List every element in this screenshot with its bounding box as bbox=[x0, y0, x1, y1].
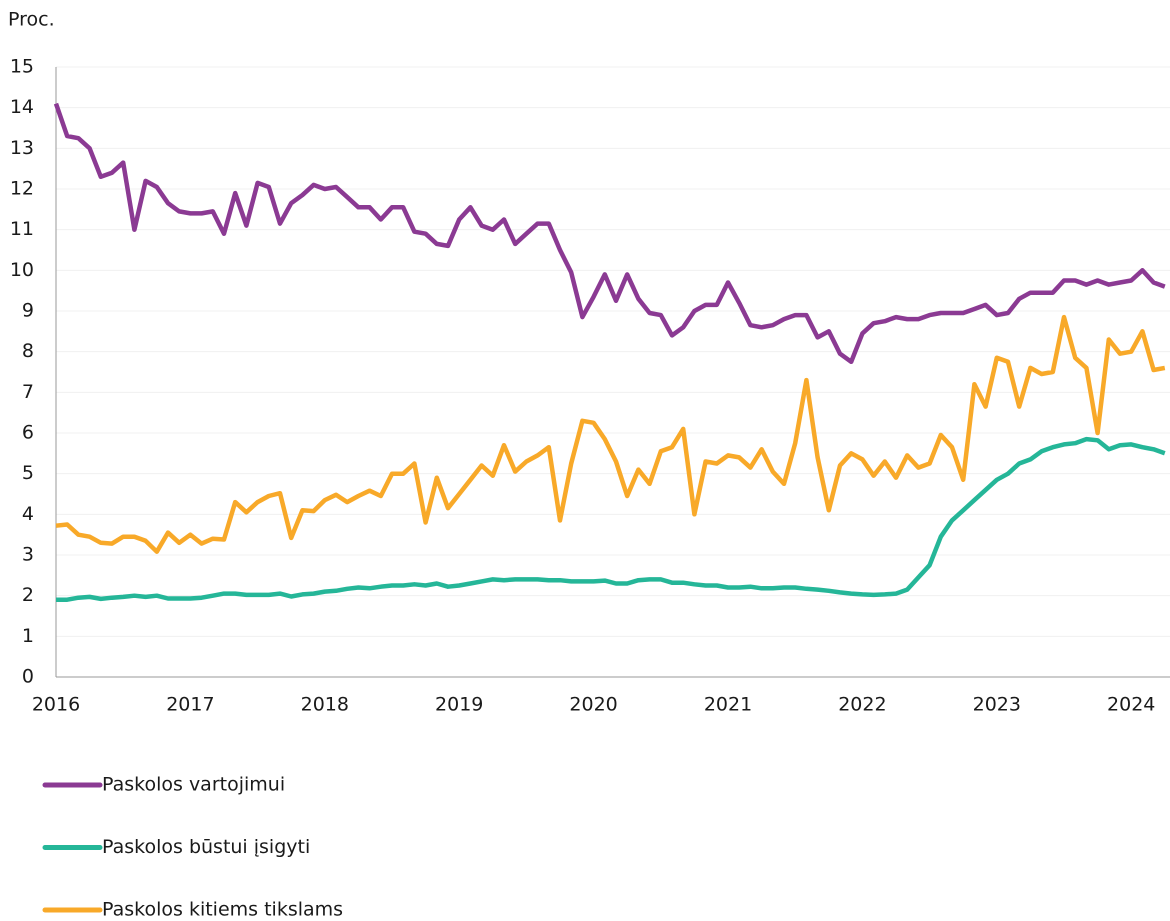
y-tick-label: 15 bbox=[10, 56, 34, 78]
x-tick-label: 2021 bbox=[704, 694, 752, 716]
legend-label: Paskolos vartojimui bbox=[102, 774, 285, 796]
y-tick-label: 8 bbox=[22, 340, 34, 362]
y-tick-label: 0 bbox=[22, 666, 34, 688]
legend-label: Paskolos kitiems tikslams bbox=[102, 899, 343, 921]
y-tick-label: 9 bbox=[22, 300, 34, 322]
series-line bbox=[53, 102, 1166, 365]
series-line bbox=[55, 314, 1166, 554]
x-tick-label: 2020 bbox=[569, 694, 617, 716]
x-tick-label: 2017 bbox=[166, 694, 214, 716]
x-tick-label: 2018 bbox=[301, 694, 349, 716]
x-tick-label: 2022 bbox=[838, 694, 886, 716]
y-tick-label: 4 bbox=[22, 503, 34, 525]
x-tick-label: 2023 bbox=[973, 694, 1021, 716]
y-tick-label: 13 bbox=[10, 137, 34, 159]
x-tick-label: 2016 bbox=[32, 694, 80, 716]
x-tick-label: 2019 bbox=[435, 694, 483, 716]
y-tick-label: 11 bbox=[10, 218, 34, 240]
series-line bbox=[56, 436, 1166, 602]
legend-label: Paskolos būstui įsigyti bbox=[102, 836, 310, 858]
x-tick-label: 2024 bbox=[1107, 694, 1155, 716]
y-tick-label: 5 bbox=[22, 462, 34, 484]
y-tick-label: 10 bbox=[10, 259, 34, 281]
y-tick-label: 3 bbox=[22, 544, 34, 566]
y-tick-label: 12 bbox=[10, 178, 34, 200]
y-tick-label: 14 bbox=[10, 96, 34, 118]
y-tick-label: 1 bbox=[22, 625, 34, 647]
y-tick-label: 6 bbox=[22, 422, 34, 444]
y-tick-label: 7 bbox=[22, 381, 34, 403]
y-tick-label: 2 bbox=[22, 584, 34, 606]
y-axis-label: Proc. bbox=[8, 9, 55, 31]
